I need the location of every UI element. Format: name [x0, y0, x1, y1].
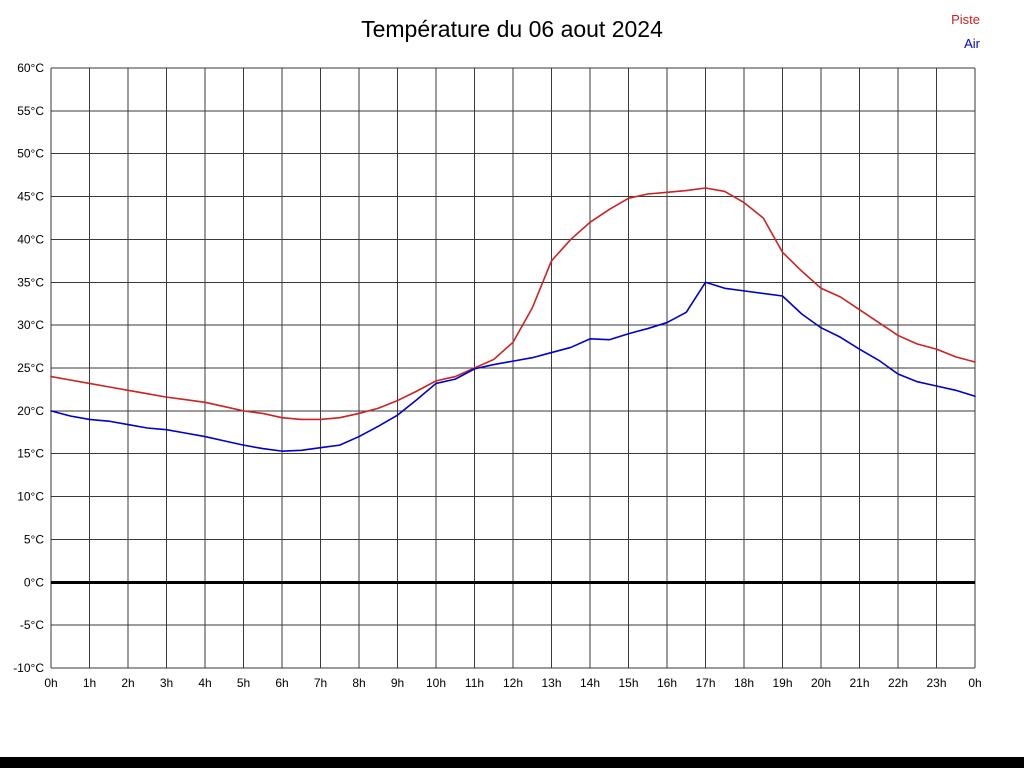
svg-text:9h: 9h [391, 676, 404, 690]
svg-text:6h: 6h [275, 676, 288, 690]
svg-text:7h: 7h [314, 676, 327, 690]
svg-text:2h: 2h [121, 676, 134, 690]
svg-text:8h: 8h [352, 676, 365, 690]
svg-text:25°C: 25°C [17, 361, 44, 375]
svg-text:16h: 16h [657, 676, 677, 690]
bottom-border-bar [0, 757, 1024, 768]
svg-text:21h: 21h [849, 676, 869, 690]
svg-text:14h: 14h [580, 676, 600, 690]
svg-text:11h: 11h [465, 676, 484, 690]
svg-text:4h: 4h [198, 676, 211, 690]
svg-text:10°C: 10°C [17, 490, 44, 504]
svg-text:15h: 15h [618, 676, 638, 690]
svg-text:5h: 5h [237, 676, 250, 690]
svg-text:12h: 12h [503, 676, 523, 690]
svg-text:17h: 17h [695, 676, 715, 690]
svg-text:0h: 0h [968, 676, 981, 690]
svg-text:-5°C: -5°C [20, 618, 44, 632]
svg-text:10h: 10h [426, 676, 446, 690]
chart-legend: Piste Air [951, 8, 980, 56]
svg-text:55°C: 55°C [17, 104, 44, 118]
svg-text:20°C: 20°C [17, 404, 44, 418]
svg-text:30°C: 30°C [17, 318, 44, 332]
svg-text:35°C: 35°C [17, 275, 44, 289]
chart-title: Température du 06 aout 2024 [361, 16, 663, 42]
svg-text:19h: 19h [772, 676, 792, 690]
svg-text:60°C: 60°C [17, 61, 44, 75]
svg-text:45°C: 45°C [17, 190, 44, 204]
svg-text:22h: 22h [888, 676, 908, 690]
svg-text:5°C: 5°C [24, 532, 44, 546]
svg-text:18h: 18h [734, 676, 754, 690]
svg-text:-10°C: -10°C [13, 661, 44, 675]
svg-text:15°C: 15°C [17, 447, 44, 461]
svg-text:20h: 20h [811, 676, 831, 690]
svg-text:0°C: 0°C [24, 575, 44, 589]
svg-text:40°C: 40°C [17, 232, 44, 246]
legend-item-piste: Piste [951, 12, 980, 27]
svg-text:23h: 23h [926, 676, 946, 690]
svg-text:1h: 1h [83, 676, 96, 690]
svg-text:3h: 3h [160, 676, 173, 690]
legend-item-air: Air [964, 36, 980, 51]
svg-text:50°C: 50°C [17, 147, 44, 161]
svg-text:0h: 0h [44, 676, 57, 690]
svg-text:13h: 13h [541, 676, 561, 690]
